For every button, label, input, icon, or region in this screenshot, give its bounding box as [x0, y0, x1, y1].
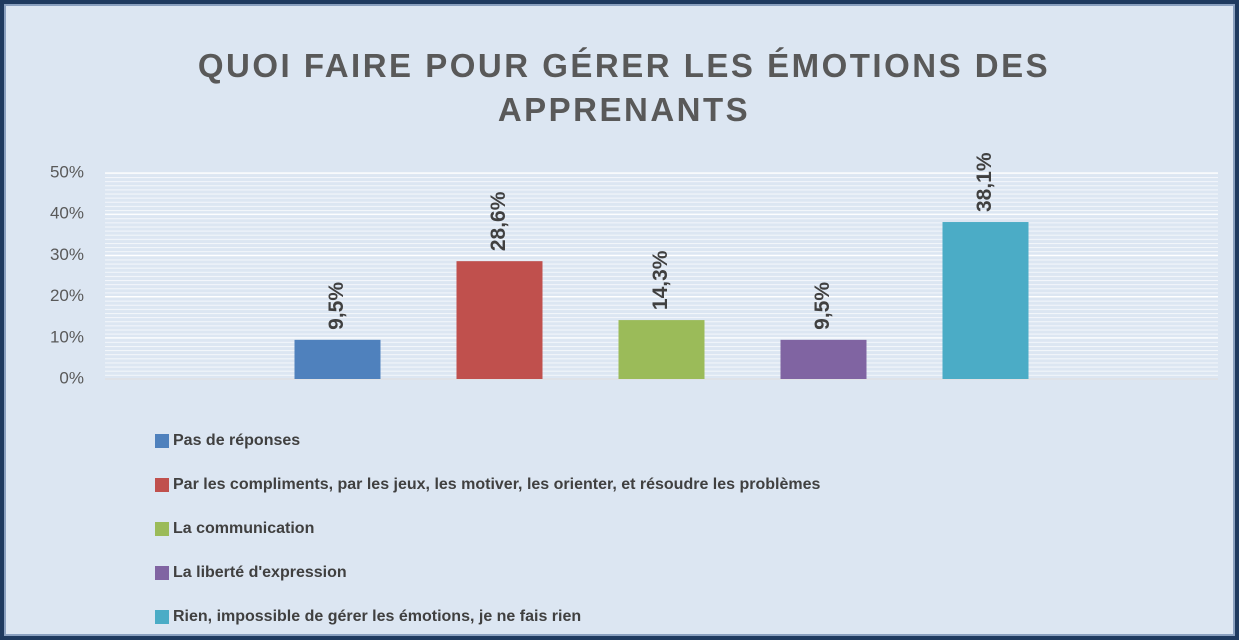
y-tick-label: 40%: [50, 204, 84, 223]
y-tick-label: 10%: [50, 327, 84, 346]
legend-label: La communication: [173, 520, 314, 537]
legend-swatch: [155, 434, 169, 448]
y-tick-label: 30%: [50, 245, 84, 264]
y-tick-label: 50%: [50, 162, 84, 181]
y-tick-label: 20%: [50, 286, 84, 305]
legend-label: Pas de réponses: [173, 432, 300, 449]
bar: [456, 261, 543, 379]
value-label: 9,5%: [325, 282, 348, 330]
legend-swatch: [155, 522, 169, 536]
legend-swatch: [155, 610, 169, 624]
bar: [780, 339, 867, 379]
chart-title: QUOI FAIRE POUR GÉRER LES ÉMOTIONS DES A…: [197, 47, 1051, 128]
bar: [618, 320, 705, 379]
bar: [294, 339, 381, 379]
legend-label: Par les compliments, par les jeux, les m…: [173, 476, 820, 493]
chart: 0% 10% 20% 30% 40% 50% 9,5% 28,6% 14,3% 9,5% 38,1%…: [50, 152, 1218, 625]
legend-swatch: [155, 566, 169, 580]
legend-label: Rien, impossible de gérer les émotions, …: [173, 608, 581, 625]
legend-swatch: [155, 478, 169, 492]
legend-label: La liberté d'expression: [173, 564, 347, 581]
value-label: 38,1%: [973, 152, 996, 212]
bar: [942, 222, 1029, 379]
value-label: 28,6%: [487, 191, 510, 251]
value-label: 14,3%: [649, 250, 672, 310]
value-label: 9,5%: [811, 282, 834, 330]
y-tick-label: 0%: [59, 368, 84, 387]
